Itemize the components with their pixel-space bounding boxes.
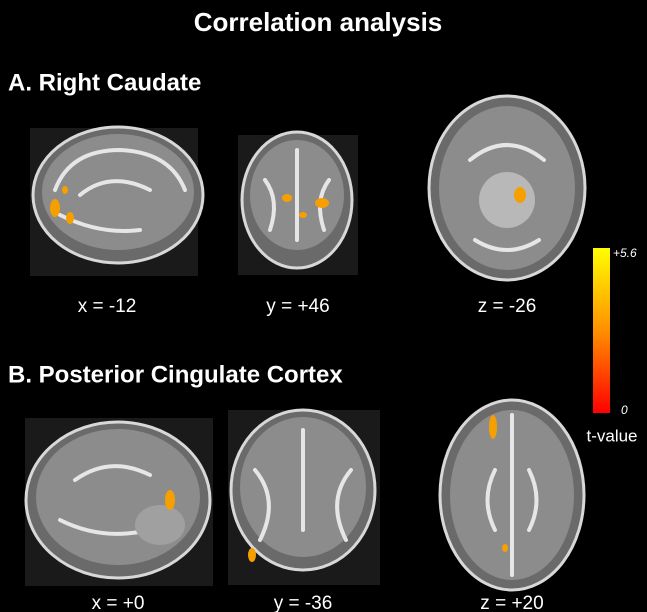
slice-label: z = -26 <box>478 296 537 317</box>
panel-label: B. Posterior Cingulate Cortex <box>8 361 343 388</box>
figure: Correlation analysis A. Right Caudate x … <box>0 0 647 612</box>
colorbar-min: 0 <box>621 403 628 417</box>
slice-label: y = -36 <box>274 593 333 612</box>
coronal-slice <box>228 410 380 585</box>
slice-label: x = +0 <box>92 593 145 612</box>
axial-slice <box>440 400 584 590</box>
panel-label: A. Right Caudate <box>8 69 201 96</box>
figure-title: Correlation analysis <box>194 7 443 37</box>
axial-slice <box>429 96 585 280</box>
slice-label: x = -12 <box>78 296 137 317</box>
slice-label: y = +46 <box>266 296 329 317</box>
sagittal-slice <box>30 127 203 276</box>
coronal-slice <box>238 132 358 275</box>
colorbar-max: +5.6 <box>613 246 637 260</box>
colorbar <box>593 248 610 413</box>
colorbar-label: t-value <box>586 426 637 445</box>
slice-label: z = +20 <box>480 593 543 612</box>
sagittal-slice <box>25 418 213 586</box>
